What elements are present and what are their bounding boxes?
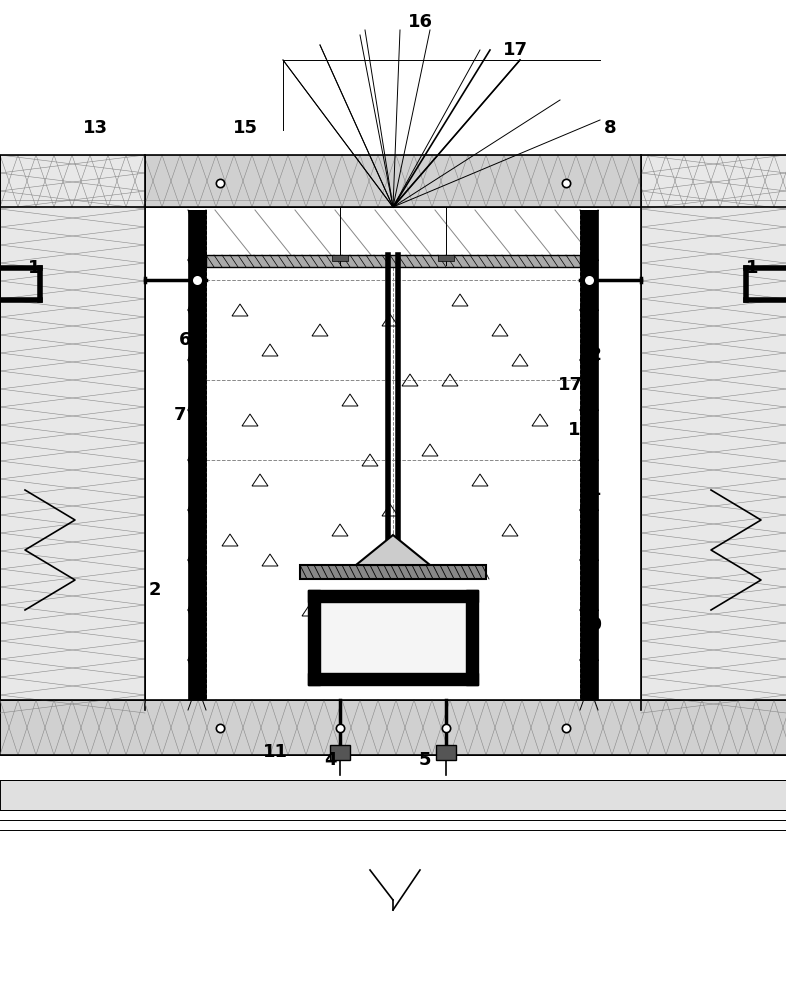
Bar bbox=[436, 745, 456, 760]
Bar bbox=[206, 255, 580, 267]
Text: 11: 11 bbox=[263, 743, 288, 761]
Bar bbox=[466, 590, 478, 685]
Text: 2: 2 bbox=[149, 581, 161, 599]
Bar bbox=[308, 673, 478, 685]
Text: 15: 15 bbox=[233, 119, 258, 137]
Text: 10: 10 bbox=[578, 616, 603, 634]
Text: 9: 9 bbox=[584, 286, 597, 304]
Bar bbox=[188, 210, 206, 700]
Bar bbox=[580, 210, 598, 700]
Bar bbox=[300, 565, 486, 579]
Text: 16: 16 bbox=[407, 13, 432, 31]
Bar bbox=[0, 155, 145, 705]
Text: 6: 6 bbox=[178, 331, 191, 349]
Bar bbox=[320, 602, 466, 673]
Text: 17: 17 bbox=[502, 41, 527, 59]
Text: 3: 3 bbox=[194, 496, 206, 514]
Bar bbox=[438, 255, 454, 261]
Text: 12: 12 bbox=[578, 346, 603, 364]
Text: 4: 4 bbox=[324, 751, 336, 769]
Text: 14: 14 bbox=[567, 421, 593, 439]
Text: 5: 5 bbox=[419, 751, 432, 769]
Text: 7: 7 bbox=[174, 406, 186, 424]
Bar bbox=[0, 155, 786, 207]
Bar bbox=[0, 780, 786, 810]
Polygon shape bbox=[356, 535, 430, 565]
Bar bbox=[308, 590, 320, 685]
Text: 8: 8 bbox=[604, 119, 616, 137]
Bar bbox=[330, 745, 350, 760]
Text: 1: 1 bbox=[746, 259, 758, 277]
Text: 1: 1 bbox=[589, 481, 601, 499]
Bar bbox=[0, 700, 786, 755]
Text: 13: 13 bbox=[83, 119, 108, 137]
Bar bbox=[641, 155, 786, 705]
Bar bbox=[332, 255, 348, 261]
Text: 1: 1 bbox=[28, 259, 40, 277]
Bar bbox=[308, 590, 478, 602]
Text: 17: 17 bbox=[557, 376, 582, 394]
